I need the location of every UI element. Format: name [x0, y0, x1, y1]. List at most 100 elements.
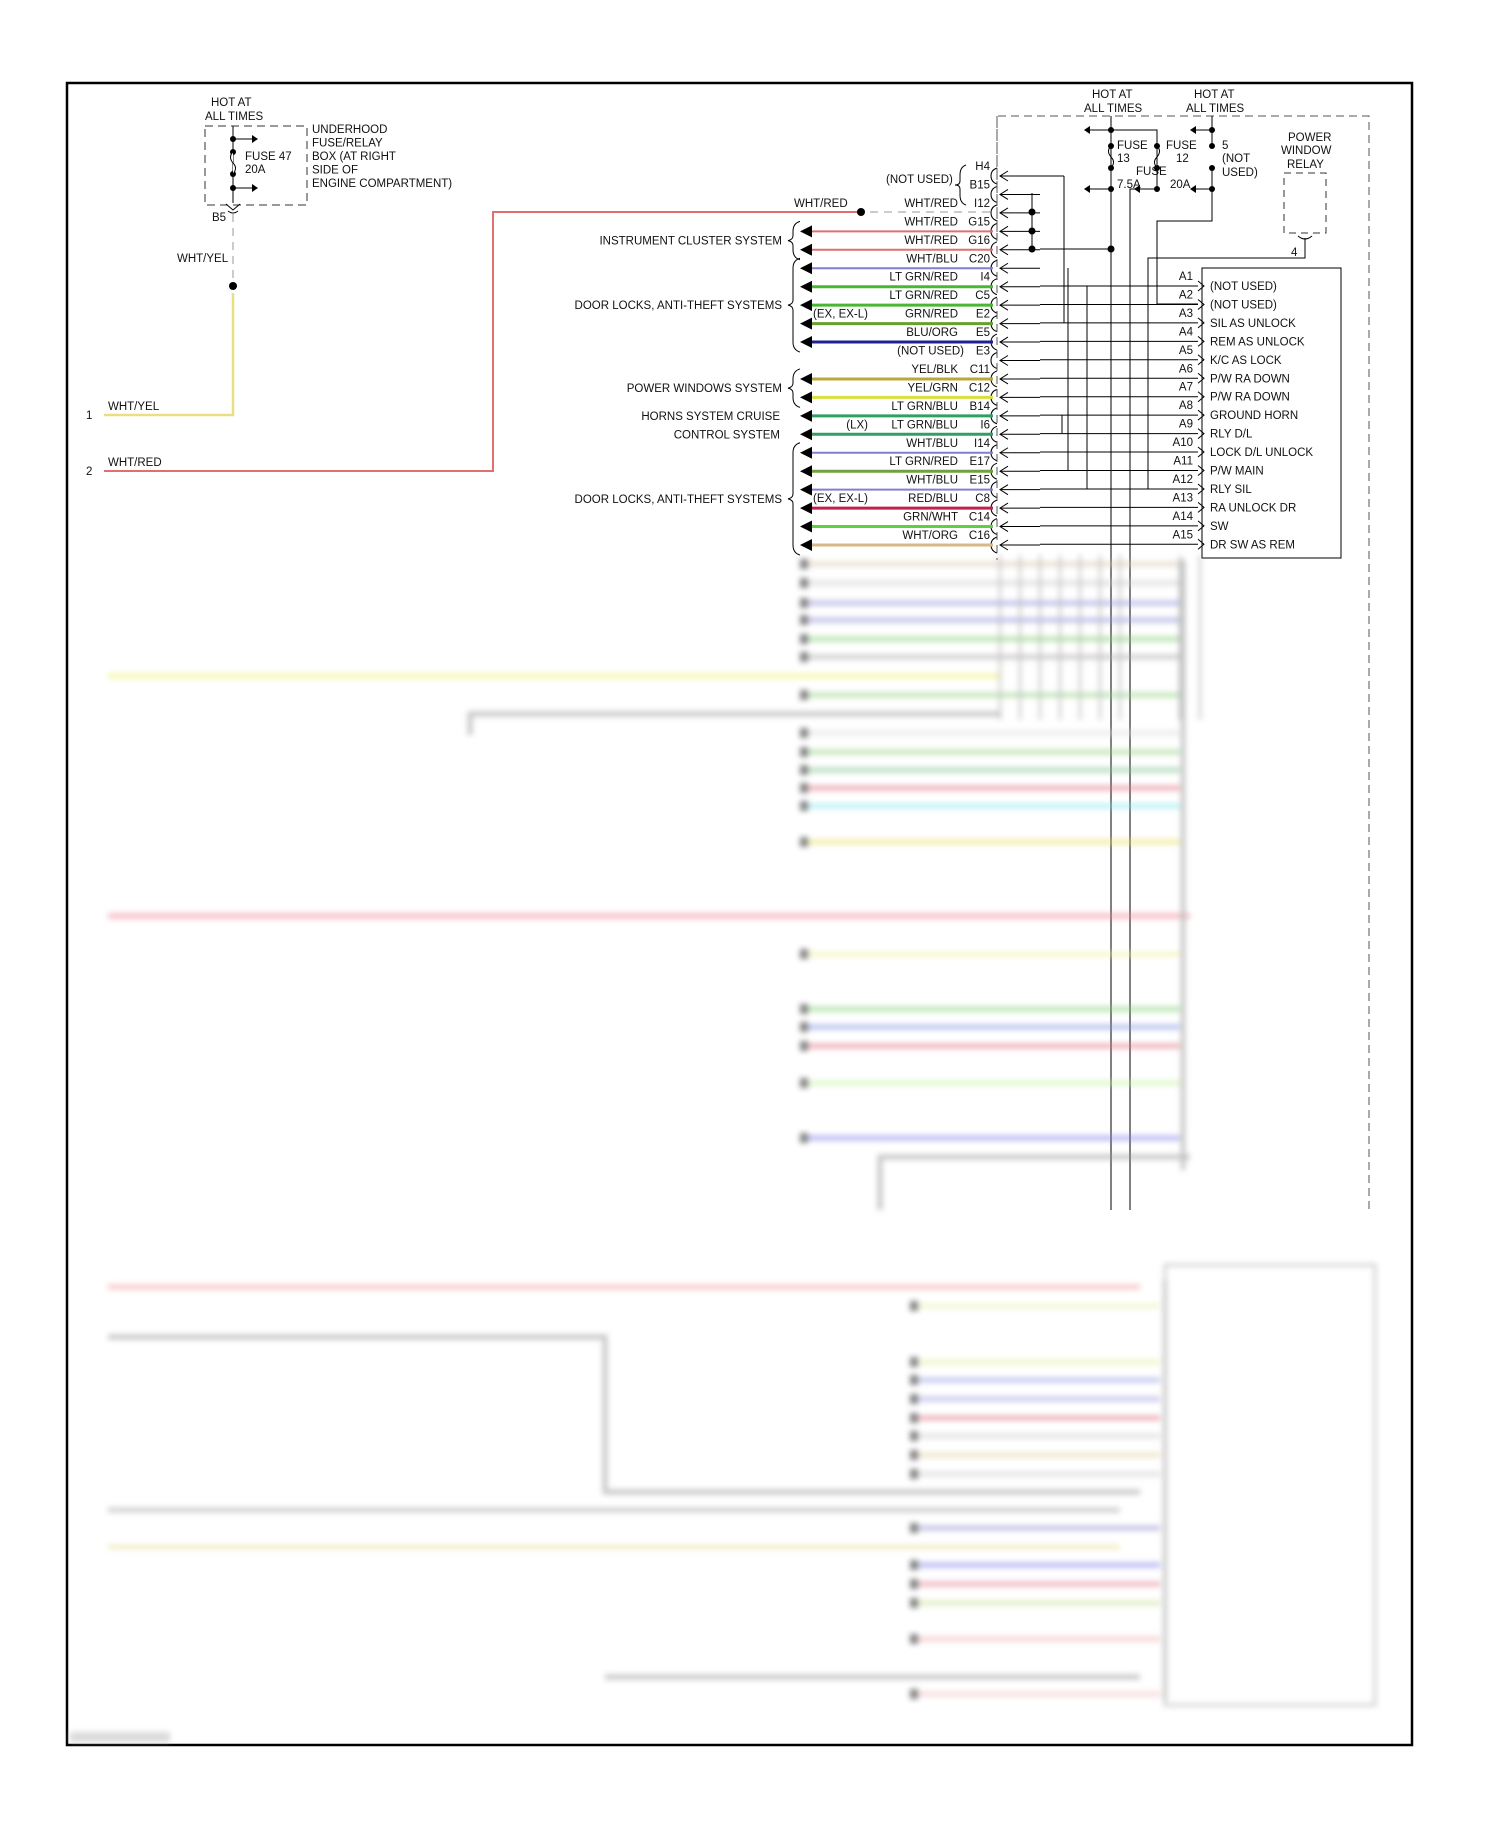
connector-row-c14: C14 GRN/WHT	[800, 512, 1040, 536]
arrow-icon	[1197, 428, 1205, 439]
wire-color-label: BLU/ORG	[906, 327, 958, 339]
pin-label: E17	[970, 456, 990, 468]
pin-label: I6	[980, 419, 990, 431]
module-pin-label: (NOT USED)	[1210, 299, 1277, 311]
module-pin-number: A4	[1179, 326, 1194, 338]
connector-row-b14: B14 LT GRN/BLU	[800, 401, 1040, 425]
module-pin-label: (NOT USED)	[1210, 281, 1277, 293]
arrow-icon	[800, 747, 808, 757]
module-pin-label: P/W RA DOWN	[1210, 392, 1290, 404]
module-pin-number: A11	[1173, 456, 1193, 468]
arrow-icon	[800, 949, 808, 959]
wire-color-label: WHT/RED	[904, 216, 958, 228]
arrow-icon	[910, 1560, 918, 1570]
module-pin-label: SIL AS UNLOCK	[1210, 318, 1296, 330]
fuse-box-label: SIDE OF	[312, 165, 358, 177]
module-pin-number: A14	[1173, 511, 1194, 523]
splice-dot	[229, 282, 237, 290]
arrow-icon	[800, 634, 808, 644]
fuse-13-number: 13	[1117, 153, 1130, 165]
fuse-icon	[1154, 145, 1160, 169]
wire-color-label: WHT/RED	[904, 235, 958, 247]
pin-label: C12	[969, 382, 990, 394]
module-pin-a13: A13 RA UNLOCK DR	[1173, 492, 1297, 514]
wire-color-label: YEL/GRN	[908, 382, 959, 394]
connector-row-e17: E17 LT GRN/RED	[800, 456, 1040, 480]
underhood-fuse-box: HOT AT ALL TIMES FUSE 47 20A UNDERHOOD FU…	[177, 97, 452, 290]
blurred-lower-section	[70, 555, 1377, 1742]
wire-color-label: LT GRN/BLU	[891, 419, 958, 431]
pin-label: I14	[974, 438, 991, 450]
arrow-icon	[910, 1579, 918, 1589]
hot-at-label: HOT AT	[1092, 89, 1132, 101]
wire-color-label: WHT/ORG	[902, 530, 958, 542]
pin-label: E15	[970, 475, 990, 487]
wire-color-label: RED/BLU	[908, 493, 958, 505]
fuse-icon	[1108, 145, 1114, 169]
arrow-icon	[800, 1133, 808, 1143]
arrow-icon	[800, 765, 808, 775]
fuse-box-label: UNDERHOOD	[312, 124, 387, 136]
arrow-icon	[800, 520, 812, 533]
hot-at-label: HOT AT	[1194, 89, 1234, 101]
arrow-icon	[800, 299, 812, 312]
module-pin-label: P/W MAIN	[1210, 466, 1264, 478]
pin-label: E3	[976, 346, 990, 358]
arrow-icon	[800, 837, 808, 847]
module-pin-a7: A7 P/W RA DOWN	[1179, 382, 1290, 404]
module-pin-a2: A2 (NOT USED)	[1179, 289, 1277, 311]
arrow-icon	[910, 1523, 918, 1533]
arrow-icon	[800, 465, 812, 478]
pin-label: I4	[980, 272, 990, 284]
arrow-icon	[1197, 280, 1205, 292]
pin-label: E5	[976, 327, 990, 339]
fuse-12-number: 12	[1176, 153, 1189, 165]
pin-label: E2	[976, 309, 990, 321]
system-label-group: POWER WINDOWS SYSTEM	[627, 368, 801, 408]
fuse-13-label: FUSE	[1117, 140, 1148, 152]
fuse-47-label: FUSE 47	[245, 151, 292, 163]
wire	[108, 1334, 1140, 1495]
arrow-icon	[800, 559, 808, 569]
module-pin-number: A8	[1179, 400, 1193, 412]
system-label: INSTRUMENT CLUSTER SYSTEM	[599, 236, 782, 248]
wire-color-label: LT GRN/RED	[889, 290, 958, 302]
arrow-icon	[910, 1634, 918, 1644]
module-pin-number: A2	[1179, 289, 1193, 301]
arrow-icon	[800, 1078, 808, 1088]
arrow-icon	[1197, 538, 1205, 550]
arrow-icon	[800, 317, 812, 330]
brace	[787, 220, 801, 261]
fuse-5-note: USED)	[1222, 167, 1258, 179]
module-pin-label: P/W RA DOWN	[1210, 373, 1290, 385]
wire-color-label: LT GRN/RED	[889, 272, 958, 284]
wire-color-label: YEL/BLK	[911, 364, 958, 376]
arrow-icon	[910, 1394, 918, 1404]
arrow-icon	[1197, 502, 1205, 513]
wire	[467, 711, 1000, 735]
connector-row-i4: I4 LT GRN/RED	[800, 272, 1040, 296]
module-box	[1163, 1263, 1377, 1707]
terminal-1: 1	[86, 410, 92, 422]
module-pin-a15: A15 DR SW AS REM	[1173, 529, 1295, 551]
module-pin-a3: A3 SIL AS UNLOCK	[1179, 308, 1296, 330]
connector-row-g15: G15 WHT/RED	[800, 216, 1040, 240]
pin-label: G16	[968, 235, 990, 247]
hot-at-label: HOT AT	[211, 97, 251, 109]
arrow-icon	[1197, 299, 1205, 310]
pin-label: I12	[974, 198, 990, 210]
system-label: HORNS SYSTEM CRUISE	[641, 411, 780, 423]
arrow-icon	[800, 578, 808, 588]
system-label: POWER WINDOWS SYSTEM	[627, 383, 782, 395]
module-pin-label: REM AS UNLOCK	[1210, 336, 1305, 348]
arrow-icon	[910, 1413, 918, 1423]
arrow-icon	[1197, 354, 1205, 366]
wire-wht-red	[104, 211, 862, 472]
arrow-icon	[800, 372, 812, 385]
pin-label: C11	[970, 364, 990, 376]
pin-label: B14	[970, 401, 991, 413]
arrow-icon	[800, 225, 812, 238]
arrow-icon	[1197, 409, 1205, 421]
arrow-icon	[800, 262, 812, 275]
